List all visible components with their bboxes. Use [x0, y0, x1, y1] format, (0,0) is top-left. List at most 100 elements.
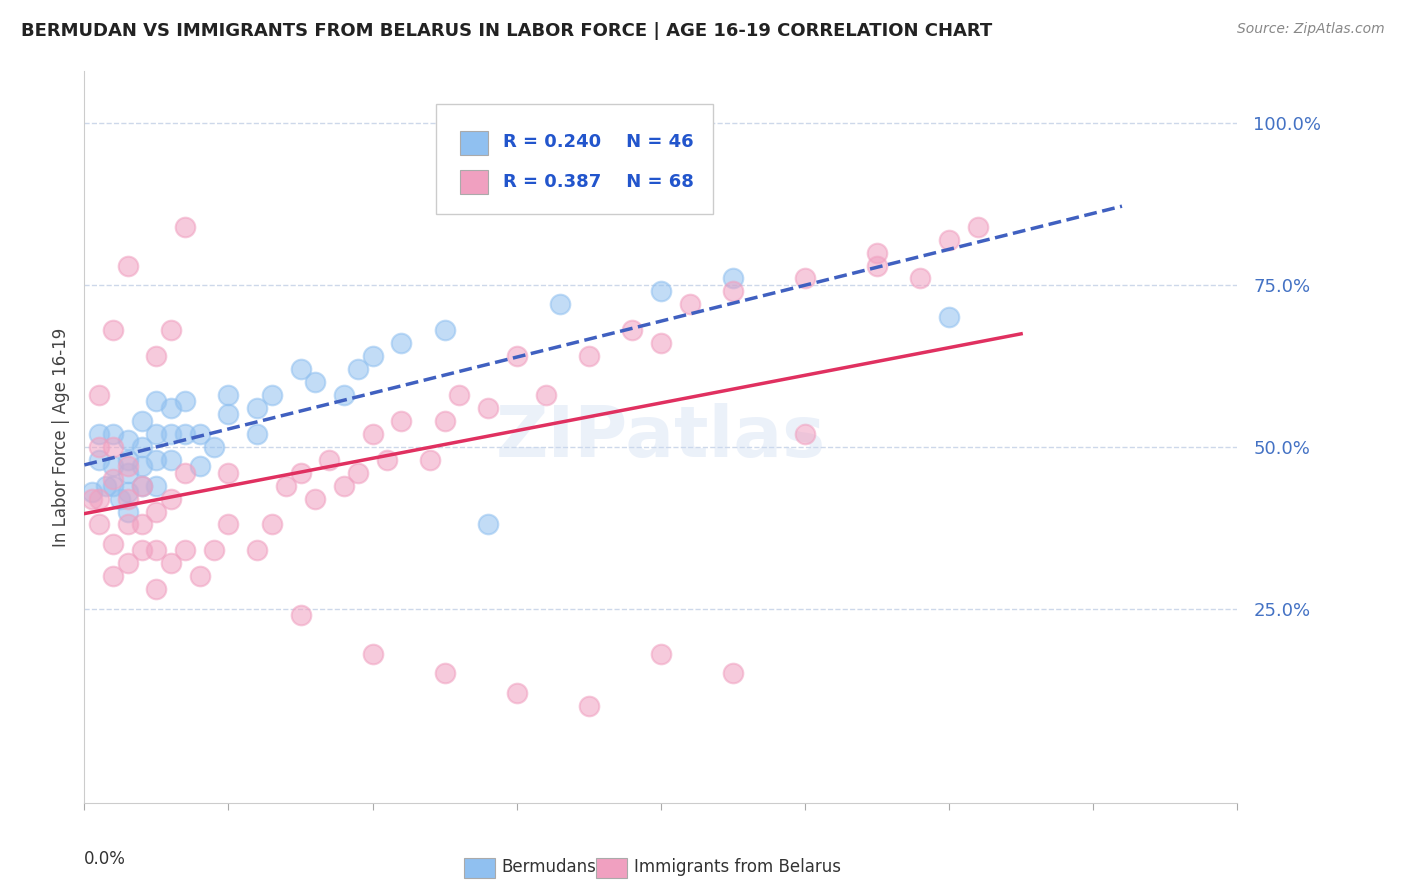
Point — [506, 349, 529, 363]
Point — [131, 414, 153, 428]
Point — [361, 426, 384, 441]
Text: R = 0.240    N = 46: R = 0.240 N = 46 — [503, 133, 693, 152]
Point — [117, 434, 139, 448]
FancyBboxPatch shape — [436, 104, 713, 214]
Point — [477, 517, 499, 532]
Point — [87, 452, 110, 467]
Point — [131, 478, 153, 492]
Point — [290, 608, 312, 623]
Point — [391, 414, 413, 428]
Point — [160, 557, 183, 571]
Point — [117, 452, 139, 467]
Point — [721, 285, 744, 299]
Point — [333, 478, 356, 492]
FancyBboxPatch shape — [596, 858, 627, 878]
Point — [202, 543, 225, 558]
Point — [246, 426, 269, 441]
Point — [650, 647, 672, 661]
Text: ZIPatlas: ZIPatlas — [496, 402, 825, 472]
Point — [131, 543, 153, 558]
Point — [506, 686, 529, 700]
Point — [174, 426, 197, 441]
Point — [87, 517, 110, 532]
Point — [391, 336, 413, 351]
Point — [304, 491, 326, 506]
Point — [174, 394, 197, 409]
Text: Bermudans: Bermudans — [502, 858, 596, 876]
Point — [145, 543, 167, 558]
Point — [145, 478, 167, 492]
Point — [160, 491, 183, 506]
Point — [218, 517, 240, 532]
Point — [449, 388, 471, 402]
Point — [938, 233, 960, 247]
Point — [160, 323, 183, 337]
Point — [87, 440, 110, 454]
Point — [103, 537, 124, 551]
Text: 0.0%: 0.0% — [84, 850, 127, 868]
Point — [145, 452, 167, 467]
Point — [145, 349, 167, 363]
Point — [145, 426, 167, 441]
Point — [290, 362, 312, 376]
Point — [103, 426, 124, 441]
Point — [87, 388, 110, 402]
Text: R = 0.387    N = 68: R = 0.387 N = 68 — [503, 173, 693, 191]
Point — [246, 543, 269, 558]
Text: Source: ZipAtlas.com: Source: ZipAtlas.com — [1237, 22, 1385, 37]
Point — [117, 491, 139, 506]
Point — [103, 459, 124, 474]
Point — [174, 466, 197, 480]
Point — [621, 323, 644, 337]
Point — [218, 466, 240, 480]
Point — [80, 491, 103, 506]
FancyBboxPatch shape — [464, 858, 495, 878]
Point — [246, 401, 269, 415]
Point — [375, 452, 398, 467]
Point — [145, 394, 167, 409]
Point — [117, 259, 139, 273]
Point — [679, 297, 702, 311]
Point — [145, 582, 167, 597]
FancyBboxPatch shape — [460, 170, 488, 194]
Point — [131, 478, 153, 492]
Point — [87, 491, 110, 506]
Point — [117, 485, 139, 500]
Point — [433, 414, 456, 428]
Point — [103, 440, 124, 454]
Point — [578, 698, 600, 713]
Point — [188, 426, 211, 441]
Y-axis label: In Labor Force | Age 16-19: In Labor Force | Age 16-19 — [52, 327, 70, 547]
Point — [117, 459, 139, 474]
Point — [866, 245, 889, 260]
Point — [419, 452, 441, 467]
Point — [347, 362, 370, 376]
Point — [534, 388, 557, 402]
Point — [103, 472, 124, 486]
Point — [174, 219, 197, 234]
Point — [160, 452, 183, 467]
Point — [361, 647, 384, 661]
Point — [650, 336, 672, 351]
Point — [131, 517, 153, 532]
Point — [794, 426, 817, 441]
Point — [131, 440, 153, 454]
Point — [202, 440, 225, 454]
Point — [967, 219, 990, 234]
Point — [361, 349, 384, 363]
Point — [866, 259, 889, 273]
Point — [290, 466, 312, 480]
Point — [188, 569, 211, 583]
Point — [117, 557, 139, 571]
Point — [117, 466, 139, 480]
Point — [174, 543, 197, 558]
Point — [117, 517, 139, 532]
Point — [433, 666, 456, 681]
Point — [188, 459, 211, 474]
Point — [117, 504, 139, 518]
Point — [318, 452, 340, 467]
Point — [103, 569, 124, 583]
Point — [938, 310, 960, 325]
Point — [80, 485, 103, 500]
Point — [260, 517, 283, 532]
